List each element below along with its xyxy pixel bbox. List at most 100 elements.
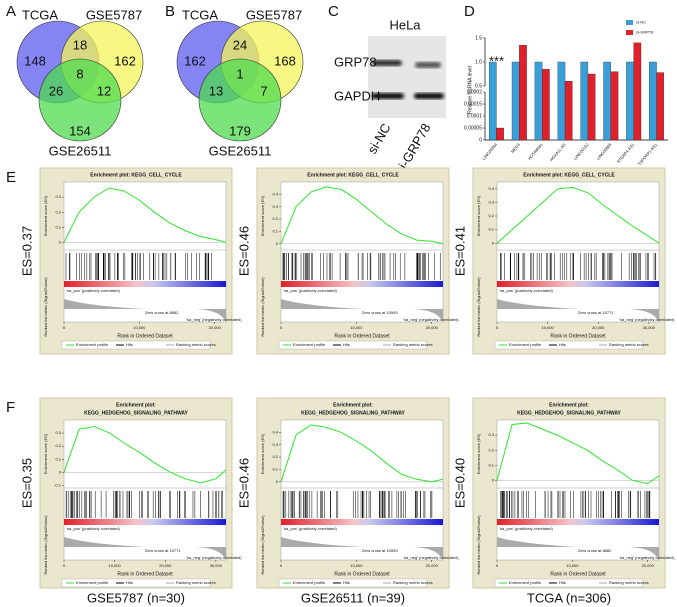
column-label: TCGA (n=306) (527, 590, 611, 605)
neg-label: 'na_neg' (negatively correlated) (186, 555, 242, 560)
x-tick-label: 0 (496, 325, 499, 330)
x-tick-label: 30,000 (210, 563, 223, 568)
lane-label: si-NC (364, 121, 393, 157)
region-count: 179 (229, 123, 251, 138)
legend-label: si-NC (636, 20, 646, 25)
pos-label: 'na_pos' (positively correlated) (283, 288, 337, 293)
band-label: GRP78 (334, 54, 377, 69)
legend-label: Hits (343, 342, 350, 347)
legend-box (61, 578, 211, 588)
x-tick-label: TSPOAP1-AS1 (637, 142, 659, 167)
x-axis-label: Rank in Ordered Dataset (117, 571, 173, 577)
neg-label: 'na_neg' (negatively correlated) (619, 317, 675, 322)
y-tick-label: 0.1 (488, 227, 494, 232)
y-axis-label: Relative lncRNA level (467, 66, 473, 114)
region-count: 26 (49, 83, 63, 98)
plot-area (63, 419, 227, 561)
zero-cross: Zero cross at 10593 (362, 548, 398, 553)
region-count: 12 (97, 83, 111, 98)
region-count: 8 (76, 66, 83, 81)
plot-title: KEGG_HEDGEHOG_SIGNALING_PATHWAY (517, 410, 621, 416)
y-axis-label: Ranked list metric (Signal2Noise) (260, 515, 265, 575)
y-tick-label: 0.00015 (464, 101, 482, 107)
bar (534, 61, 543, 141)
blot-band (372, 60, 402, 66)
plot-title: Enrichment plot: (549, 402, 589, 408)
pos-label: 'na_pos' (positively correlated) (499, 288, 553, 293)
y-axis-label: Ranked list metric (Signal2Noise) (476, 277, 481, 337)
es-label: ES=0.37 (19, 226, 34, 276)
legend-label: Ranking metric scores (609, 342, 649, 347)
blot-band (372, 93, 404, 99)
rank-bar (497, 519, 659, 525)
panel-label: A (6, 3, 16, 20)
y-tick-label: 0.2 (272, 216, 278, 221)
es-label: ES=0.46 (236, 458, 251, 508)
x-tick-label: HOXA11-AS (549, 142, 567, 162)
pos-label: 'na_pos' (positively correlated) (283, 526, 337, 531)
region-count: 154 (69, 123, 91, 138)
es-curve (280, 424, 444, 483)
band-label: GAPDH (334, 88, 380, 103)
y-axis-label: Ranked list metric (Signal2Noise) (43, 515, 48, 575)
blot-band (414, 93, 444, 99)
y-tick-label: 0.3 (488, 199, 494, 204)
bar (542, 69, 550, 141)
y-axis-label: Ranked list metric (Signal2Noise) (260, 277, 265, 337)
x-tick-label: 20,000 (426, 325, 439, 330)
y-tick-label: 0 (492, 240, 495, 245)
es-label: ES=0.46 (236, 226, 251, 276)
region-count: 13 (209, 83, 223, 98)
neg-label: 'na_neg' (negatively correlated) (186, 317, 242, 322)
plot-title: KEGG_HEDGEHOG_SIGNALING_PATHWAY (84, 410, 188, 416)
panel-label: B (165, 3, 175, 20)
plot-title: Enrichment plot: KEGG_CELL_CYCLE (523, 172, 615, 178)
y-tick-label: 0.5 (475, 83, 482, 89)
x-tick-label: 20,000 (642, 563, 655, 568)
blot-title: HeLa (389, 17, 421, 32)
x-axis-label: Rank in Ordered Dataset (117, 333, 173, 339)
x-tick-label: 20,000 (426, 563, 439, 568)
bar (626, 61, 634, 141)
set-label: GSE5787 (86, 7, 142, 22)
legend-label: Enrichment profile (76, 342, 109, 347)
y-tick-label: 0.3 (55, 430, 61, 435)
set-label: TCGA (182, 7, 218, 22)
x-tick-label: 30,000 (643, 325, 656, 330)
rank-bar (64, 281, 226, 287)
y-tick-label: 0.3 (272, 442, 278, 447)
zero-cross: Zero cross at 8882 (578, 548, 612, 553)
x-tick-label: 10,000 (109, 563, 122, 568)
plot-area (280, 419, 444, 561)
plot-title: KEGG_HEDGEHOG_SIGNALING_PATHWAY (301, 410, 405, 416)
es-curve (496, 422, 660, 485)
y-tick-label: 0.4 (272, 429, 278, 434)
bar (610, 71, 619, 141)
bar (603, 61, 611, 141)
legend-label: Enrichment profile (509, 342, 542, 347)
region-count: 168 (274, 53, 296, 68)
y-tick-label: 0.0001 (467, 113, 483, 119)
y-tick-label: 0.2 (272, 454, 278, 459)
es-curve (63, 187, 227, 243)
y-axis-label: Enrichment score (ES) (476, 433, 481, 474)
legend-label: Enrichment profile (76, 580, 109, 585)
es-curve (280, 186, 444, 245)
y-tick-label: 0.3 (55, 194, 61, 199)
y-axis-label: Enrichment score (ES) (476, 195, 481, 236)
set-label: GSE26511 (209, 143, 272, 158)
y-axis-label: Ranked list metric (Signal2Noise) (476, 515, 481, 575)
legend-label: Ranking metric scores (176, 342, 216, 347)
x-tick-label: LINC00152 (573, 142, 590, 161)
column-label: GSE26511 (n=39) (301, 590, 405, 605)
legend-label: Hits (126, 580, 133, 585)
y-tick-label: 0 (276, 241, 279, 246)
legend-label: Enrichment profile (293, 342, 326, 347)
zero-cross: Zero cross at 15771 (145, 548, 181, 553)
rank-bar (281, 281, 443, 287)
y-axis-label: Enrichment score (ES) (260, 195, 265, 236)
y-tick-label: 0.3 (488, 432, 494, 437)
rank-bar (497, 281, 659, 287)
legend-label: Ranking metric scores (393, 342, 433, 347)
y-tick-label: 0.1 (55, 456, 61, 461)
